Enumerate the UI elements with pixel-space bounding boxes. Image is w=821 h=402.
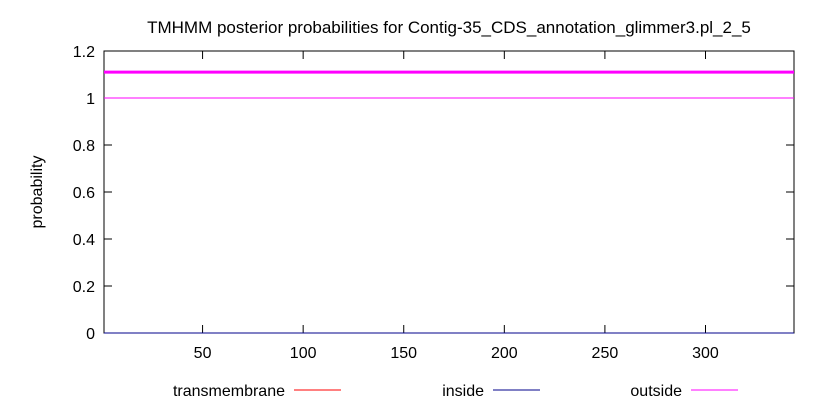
- chart-title: TMHMM posterior probabilities for Contig…: [147, 18, 751, 37]
- x-tick-label: 200: [491, 345, 518, 362]
- y-tick-label: 0.2: [73, 279, 95, 296]
- y-tick-label: 0.6: [73, 185, 95, 202]
- y-tick-label: 1.2: [73, 44, 95, 61]
- x-tick-label: 250: [592, 345, 619, 362]
- y-tick-label: 0.8: [73, 138, 95, 155]
- y-tick-label: 0.4: [73, 232, 95, 249]
- x-tick-label: 50: [194, 345, 212, 362]
- legend: transmembrane inside outside: [173, 383, 738, 400]
- y-axis-label: probability: [29, 156, 46, 229]
- plot-frame: [103, 50, 795, 334]
- plot-area: 0 0.2 0.4 0.6 0.8 1 1.2 50 100 150 200 250 300: [73, 44, 795, 362]
- y-tick-label: 0: [86, 326, 95, 343]
- x-tick-label: 150: [390, 345, 417, 362]
- legend-label-outside: outside: [630, 383, 682, 400]
- legend-label-inside: inside: [442, 383, 484, 400]
- x-tick-label: 300: [692, 345, 719, 362]
- legend-label-transmembrane: transmembrane: [173, 383, 285, 400]
- y-tick-label: 1: [86, 91, 95, 108]
- x-tick-label: 100: [290, 345, 317, 362]
